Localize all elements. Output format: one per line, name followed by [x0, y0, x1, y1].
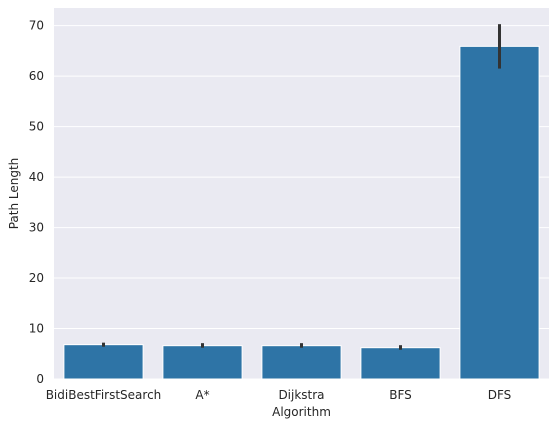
bar-bfs [360, 347, 441, 380]
error-bars [102, 24, 501, 350]
x-axis-label: Algorithm [272, 405, 331, 419]
y-tick-label: 60 [29, 69, 44, 83]
y-tick-label: 20 [29, 271, 44, 285]
y-axis-label: Path Length [7, 158, 21, 230]
x-tick-label: BFS [389, 388, 412, 402]
bar-dfs [459, 45, 540, 380]
y-tick-label: 40 [29, 170, 44, 184]
x-tick-label: DFS [488, 388, 512, 402]
y-tick-labels: 0 10 20 30 40 50 60 70 [29, 19, 44, 386]
x-tick-label: Dijkstra [278, 388, 324, 402]
x-tick-labels: BidiBestFirstSearch A* Dijkstra BFS DFS [46, 388, 512, 402]
bar-bidibestfirstsearch [63, 344, 144, 380]
y-tick-label: 10 [29, 322, 44, 336]
bar-dijkstra [261, 345, 342, 380]
y-tick-label: 70 [29, 19, 44, 33]
y-tick-label: 30 [29, 221, 44, 235]
bars [63, 45, 540, 380]
x-tick-label: A* [195, 388, 209, 402]
y-tick-label: 0 [36, 372, 44, 386]
y-tick-label: 50 [29, 120, 44, 134]
x-tick-label: BidiBestFirstSearch [46, 388, 162, 402]
bar-a [162, 345, 243, 380]
